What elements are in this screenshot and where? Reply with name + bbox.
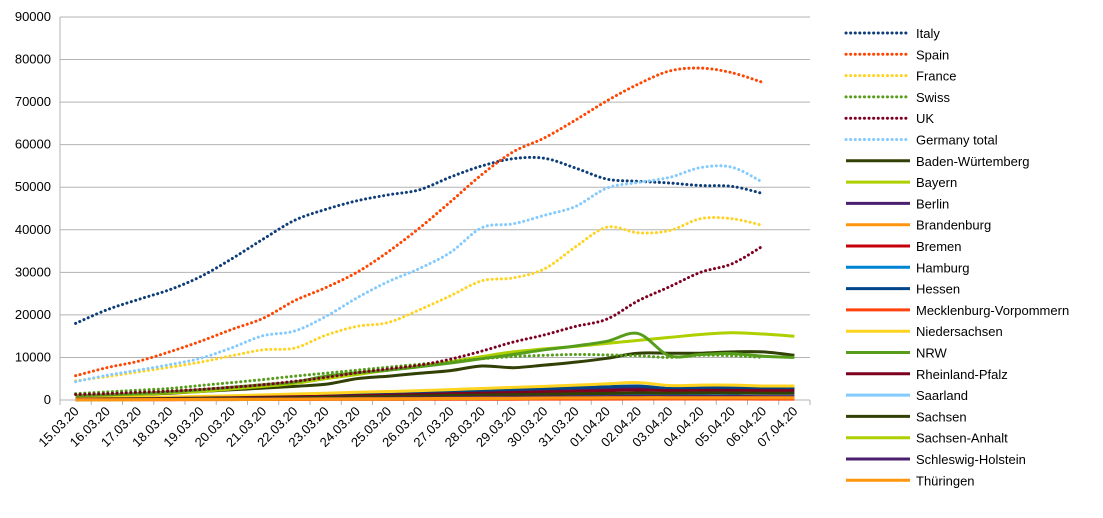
legend-label: Mecklenburg-Vorpommern — [916, 303, 1069, 318]
y-tick-label: 50000 — [15, 179, 51, 194]
y-tick-label: 20000 — [15, 307, 51, 322]
legend-label: UK — [916, 111, 934, 126]
legend-label: Baden-Würtemberg — [916, 154, 1029, 169]
y-tick-label: 10000 — [15, 349, 51, 364]
axes — [59, 17, 811, 405]
legend-label: Niedersachsen — [916, 324, 1003, 339]
y-tick-label: 60000 — [15, 137, 51, 152]
y-tick-label: 0 — [44, 392, 51, 407]
series-line-uk — [74, 244, 765, 396]
legend-label: Hamburg — [916, 260, 969, 275]
legend-label: Brandenburg — [916, 218, 991, 233]
y-tick-label: 80000 — [15, 52, 51, 67]
legend-label: Saarland — [916, 388, 968, 403]
y-tick-label: 90000 — [15, 9, 51, 24]
legend-label: Italy — [916, 26, 940, 41]
legend-label: Berlin — [916, 196, 949, 211]
series-line-italy — [74, 155, 765, 325]
legend-label: Spain — [916, 47, 949, 62]
y-tick-label: 40000 — [15, 222, 51, 237]
series-line-france — [74, 216, 765, 383]
legend-label: Rheinland-Pfalz — [916, 367, 1008, 382]
series-line-spain — [74, 66, 765, 378]
y-tick-labels: 0 10000 20000 30000 40000 50000 60000 70000 8000… — [15, 9, 51, 407]
x-tick-labels: 15.03.2016.03.2017.03.2018.03.2019.03.20… — [35, 404, 800, 450]
grid-lines — [60, 16, 810, 401]
legend-label: Bayern — [916, 175, 957, 190]
series-line-th-ringen — [75, 396, 795, 402]
legend-label: Bremen — [916, 239, 962, 254]
legend: Italy Spain France Swiss UK Germany total Bade… — [844, 26, 1069, 488]
legend-label: Sachsen-Anhalt — [916, 431, 1008, 446]
y-tick-label: 70000 — [15, 94, 51, 109]
legend-label: Schleswig-Holstein — [916, 452, 1026, 467]
series-line-niedersachsen — [75, 381, 795, 400]
legend-label: Swiss — [916, 90, 950, 105]
legend-label: France — [916, 69, 956, 84]
legend-label: Germany total — [916, 133, 998, 148]
legend-label: Hessen — [916, 282, 960, 297]
y-tick-label: 30000 — [15, 264, 51, 279]
legend-label: Sachsen — [916, 409, 967, 424]
series-lines — [74, 66, 795, 402]
legend-label: Thüringen — [916, 473, 975, 488]
legend-label: NRW — [916, 346, 948, 361]
